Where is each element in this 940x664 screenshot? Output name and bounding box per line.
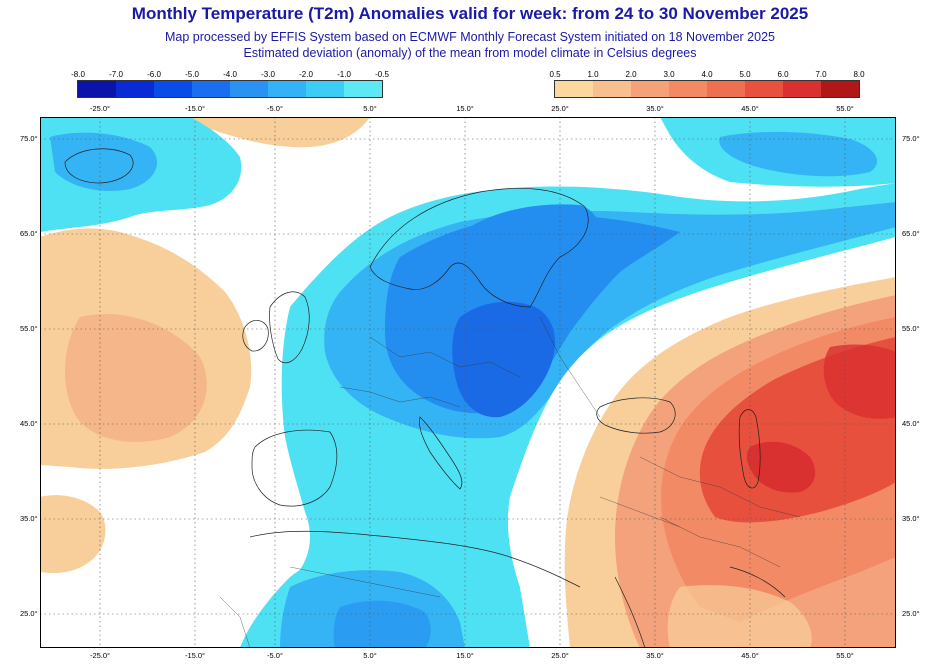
- longitude-label-top: 15.0°: [456, 104, 474, 113]
- coastlines: [64, 148, 786, 648]
- latitude-label-right: 55.0°: [902, 324, 920, 333]
- legend-cold-tick-label: -1.0: [337, 70, 351, 79]
- legend-warm-swatch: [821, 81, 859, 97]
- coastline-mediterranean-south: [249, 530, 581, 588]
- anomaly-area-atlantic-south-warm: [40, 495, 106, 574]
- legend-cold-tick-label: -0.5: [375, 70, 389, 79]
- legend-warm-tick-label: 1.0: [587, 70, 599, 79]
- legend-warm-bar: [554, 80, 860, 98]
- legend-warm-tick-label: 2.0: [625, 70, 637, 79]
- longitude-label-bottom: 55.0°: [836, 651, 854, 660]
- longitude-label-bottom: -5.0°: [267, 651, 283, 660]
- coastline-iberia: [251, 429, 338, 507]
- legend-warm-swatch: [783, 81, 821, 97]
- legend-cold-swatch: [192, 81, 230, 97]
- legend-cold-tick-label: -4.0: [223, 70, 237, 79]
- longitude-label-bottom: 25.0°: [551, 651, 569, 660]
- longitude-label-top: -5.0°: [267, 104, 283, 113]
- legend-warm-swatch: [707, 81, 745, 97]
- legend-warm-tick-label: 6.0: [777, 70, 789, 79]
- legend-warm-swatch: [555, 81, 593, 97]
- coastline-ireland: [242, 320, 269, 352]
- longitude-label-top: 55.0°: [836, 104, 854, 113]
- legend-warm-swatch: [631, 81, 669, 97]
- anomaly-area-caucasus-darkred: [746, 441, 816, 493]
- legend-cold-tick-label: -6.0: [147, 70, 161, 79]
- coastline-iceland: [64, 148, 134, 184]
- latitude-label-left: 65.0°: [20, 229, 38, 238]
- legend-cold-tick-label: -3.0: [261, 70, 275, 79]
- legend-cold-tick-label: -2.0: [299, 70, 313, 79]
- latitude-label-left: 45.0°: [20, 419, 38, 428]
- legend-warm-tick-label: 3.0: [663, 70, 675, 79]
- legend-warm-tick-label: 8.0: [853, 70, 865, 79]
- subtitle-units: Estimated deviation (anomaly) of the mea…: [243, 46, 697, 60]
- legend-cold-swatch: [344, 81, 382, 97]
- anomaly-area-iceland-blue: [50, 132, 158, 192]
- longitude-label-top: 45.0°: [741, 104, 759, 113]
- graticule: [40, 117, 896, 648]
- legend-cold-tick-label: -7.0: [109, 70, 123, 79]
- anomaly-area-sahara-midblue: [333, 600, 431, 648]
- coastline-scandinavia: [369, 188, 589, 308]
- legend-warm-tick-label: 4.0: [701, 70, 713, 79]
- latitude-label-right: 75.0°: [902, 134, 920, 143]
- longitude-label-top: -15.0°: [184, 104, 206, 113]
- subtitle-processing: Map processed by EFFIS System based on E…: [165, 30, 775, 44]
- anomaly-map: [40, 117, 896, 648]
- latitude-label-right: 45.0°: [902, 419, 920, 428]
- longitude-label-bottom: 5.0°: [363, 651, 377, 660]
- legend-cold-swatch: [78, 81, 116, 97]
- legend-cold-swatch: [268, 81, 306, 97]
- country-borders: [219, 316, 801, 648]
- anomaly-area-arctic-warm: [190, 117, 370, 148]
- latitude-label-left: 55.0°: [20, 324, 38, 333]
- anomaly-area-arabia-lightorange: [667, 585, 812, 648]
- anomaly-area-central-europe-deepblue: [452, 301, 555, 418]
- anomaly-area-kazakh-red: [823, 344, 896, 419]
- legend-warm-tick-label: 5.0: [739, 70, 751, 79]
- latitude-label-right: 35.0°: [902, 514, 920, 523]
- longitude-label-top: 5.0°: [363, 104, 377, 113]
- longitude-label-bottom: -15.0°: [184, 651, 206, 660]
- latitude-label-left: 75.0°: [20, 134, 38, 143]
- longitude-label-top: -25.0°: [89, 104, 111, 113]
- latitude-label-left: 25.0°: [20, 609, 38, 618]
- longitude-label-top: 35.0°: [646, 104, 664, 113]
- longitude-label-top: 25.0°: [551, 104, 569, 113]
- longitude-label-bottom: 15.0°: [456, 651, 474, 660]
- longitude-label-bottom: 35.0°: [646, 651, 664, 660]
- coastline-italy: [419, 416, 463, 490]
- legend-cold-bar: [77, 80, 383, 98]
- legend-warm-swatch: [669, 81, 707, 97]
- legend-cold-tick-label: -8.0: [71, 70, 85, 79]
- anomaly-neutral-gap: [508, 237, 896, 648]
- legend-cold-swatch: [116, 81, 154, 97]
- longitude-label-bottom: 45.0°: [741, 651, 759, 660]
- legend-warm-tick-label: 0.5: [549, 70, 561, 79]
- legend-warm-swatch: [745, 81, 783, 97]
- coastline-black-sea: [596, 397, 676, 434]
- latitude-label-right: 65.0°: [902, 229, 920, 238]
- anomaly-area-scandinavia-midblue: [469, 204, 599, 266]
- legend-cold-swatch: [306, 81, 344, 97]
- anomaly-area-atlantic-salmon: [65, 313, 207, 442]
- legend-cold-swatch: [230, 81, 268, 97]
- legend-cold-swatch: [154, 81, 192, 97]
- coastline-caspian: [738, 409, 761, 489]
- page-title: Monthly Temperature (T2m) Anomalies vali…: [131, 4, 809, 23]
- legend-warm-tick-label: 7.0: [815, 70, 827, 79]
- coastline-red-sea: [614, 576, 646, 648]
- map-border: [40, 117, 896, 648]
- latitude-label-left: 35.0°: [20, 514, 38, 523]
- longitude-label-bottom: -25.0°: [89, 651, 111, 660]
- legend-cold-tick-label: -5.0: [185, 70, 199, 79]
- latitude-label-right: 25.0°: [902, 609, 920, 618]
- coastline-persian-gulf: [729, 566, 786, 598]
- legend-warm-swatch: [593, 81, 631, 97]
- coastline-britain: [269, 291, 310, 364]
- anomaly-area-arctic-east-lightblue: [719, 131, 878, 177]
